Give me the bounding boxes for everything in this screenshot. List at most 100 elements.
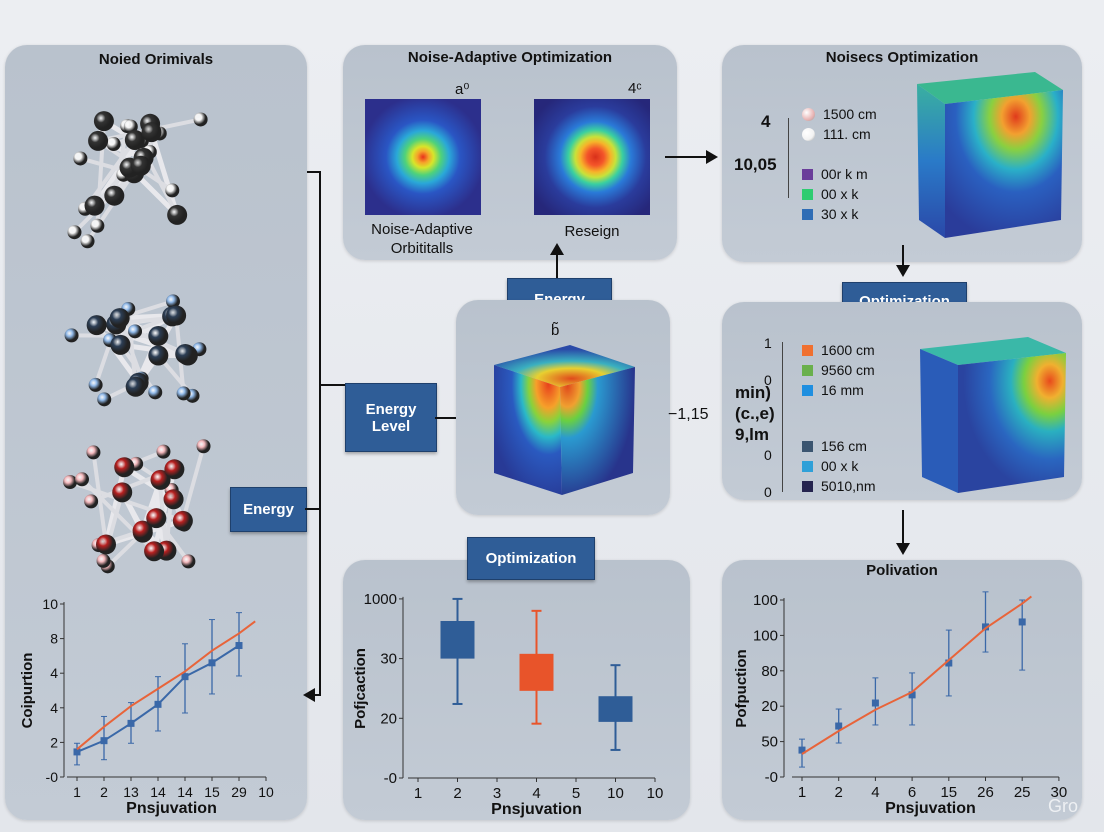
y-axis-label: Coipurtion bbox=[19, 653, 36, 729]
data-point bbox=[235, 642, 243, 650]
legend-item: 00 x k bbox=[802, 456, 875, 476]
y-tick-label: -0 bbox=[765, 769, 778, 786]
x-tick-label: 30 bbox=[1051, 784, 1068, 801]
color-swatch-icon bbox=[802, 344, 813, 356]
y-axis-label: Pofjcaction bbox=[352, 648, 369, 729]
axis-label-line: min) bbox=[735, 383, 771, 402]
panel-title: Noisecs Optimization bbox=[825, 49, 979, 66]
arrow-up-icon bbox=[550, 243, 564, 255]
axis-tick: 1 bbox=[764, 335, 772, 351]
heatmap-corner-label: a⁰ bbox=[455, 81, 470, 98]
connector-line bbox=[312, 694, 321, 696]
y-axis-label: Pofpuction bbox=[733, 649, 750, 727]
y-tick-label: 4 bbox=[50, 700, 58, 716]
x-tick-label: 2 bbox=[453, 785, 461, 802]
atom bbox=[93, 111, 114, 132]
data-point bbox=[1018, 618, 1026, 626]
atom bbox=[132, 520, 153, 541]
atom bbox=[150, 469, 171, 490]
color-swatch-icon bbox=[802, 480, 813, 492]
y-tick-label: 1000 bbox=[364, 591, 397, 608]
data-point bbox=[181, 673, 189, 681]
atom bbox=[73, 151, 88, 166]
legend-label: 00 x k bbox=[821, 458, 859, 474]
axis-label-line: 9,lm bbox=[735, 425, 770, 444]
color-swatch-icon bbox=[802, 460, 813, 472]
atom bbox=[163, 489, 184, 510]
heatmap-orbitals bbox=[365, 99, 481, 215]
arrow-left-icon bbox=[303, 688, 315, 702]
atom bbox=[88, 377, 103, 392]
axis-tick: 0 bbox=[764, 447, 772, 463]
chart-left-line: 1 2 13 14 14 15 29 10-0244810PnsjuvationCoipurt… bbox=[19, 596, 274, 817]
x-tick-label: 15 bbox=[940, 784, 957, 801]
y-tick-label: 30 bbox=[380, 651, 397, 668]
box-plot-panel bbox=[343, 560, 690, 820]
connector-line bbox=[902, 245, 904, 269]
connector-line bbox=[307, 171, 321, 173]
y-tick-label: 4 bbox=[50, 665, 58, 681]
legend-label: 30 x k bbox=[821, 206, 859, 222]
data-point bbox=[798, 746, 806, 754]
energy-cube bbox=[494, 345, 635, 495]
x-tick-label: 29 bbox=[231, 784, 247, 800]
data-point bbox=[100, 737, 108, 745]
color-swatch-icon bbox=[802, 364, 813, 376]
connector-line bbox=[902, 510, 904, 546]
cube-corner-label: b̃ bbox=[551, 322, 560, 339]
panel-title: Noied Orimivals bbox=[98, 51, 214, 68]
atom bbox=[86, 445, 101, 460]
atom bbox=[97, 392, 112, 407]
legend-item: 111. cm bbox=[802, 124, 877, 144]
legend-label: 9560 cm bbox=[821, 362, 875, 378]
connector-line bbox=[305, 508, 321, 510]
x-tick-label: 1 bbox=[798, 784, 806, 801]
x-tick-label: 2 bbox=[100, 784, 108, 800]
box bbox=[598, 696, 633, 722]
x-tick-label: 4 bbox=[532, 785, 540, 802]
arrow-down-icon bbox=[896, 543, 910, 555]
x-tick-label: 3 bbox=[493, 785, 501, 802]
axis-tick: 0 bbox=[764, 372, 772, 388]
atom bbox=[112, 482, 133, 503]
axis-label: min) (c.,e) 9,lm bbox=[735, 382, 775, 445]
box bbox=[519, 653, 554, 691]
x-tick-label: 10 bbox=[607, 785, 624, 802]
axis-line bbox=[782, 342, 783, 492]
legend-item: 1600 cm bbox=[802, 340, 875, 360]
legend-label: 156 cm bbox=[821, 438, 867, 454]
chart-box-plot: 1 2 3 4 5 10 10 -0 20 30 1000 Pnsjuvation Pofjcactio… bbox=[352, 591, 663, 818]
legend-item: 5010,nm bbox=[802, 476, 875, 496]
optimization-cube bbox=[920, 337, 1066, 493]
legend-label: 111. cm bbox=[823, 126, 871, 142]
legend-item: 16 mm bbox=[802, 380, 875, 400]
x-tick-label: 2 bbox=[835, 784, 843, 801]
legend-item: 156 cm bbox=[802, 436, 875, 456]
x-tick-label: 14 bbox=[177, 784, 193, 800]
heatmap-label: Noise-Adaptive Orbititalls bbox=[371, 221, 473, 257]
atom bbox=[63, 474, 78, 489]
chart-right-line: 1 2 4 6 15 26 25 30 -0 50 20 80 100 100 Pnsjuvation Pof… bbox=[733, 591, 1068, 817]
connector-line bbox=[556, 250, 558, 278]
atom bbox=[80, 234, 95, 249]
data-point bbox=[154, 700, 162, 708]
atom bbox=[124, 129, 145, 150]
energy-level-box: Energy Level bbox=[345, 383, 437, 452]
atom bbox=[172, 510, 193, 531]
legend-label: 5010,nm bbox=[821, 478, 876, 494]
legend-label: 1600 cm bbox=[821, 342, 875, 358]
atom bbox=[67, 225, 82, 240]
data-point bbox=[908, 691, 916, 699]
axis-label: 10,05 bbox=[734, 155, 777, 174]
atom bbox=[148, 385, 163, 400]
bond bbox=[149, 131, 180, 216]
molecule-blue bbox=[64, 294, 207, 407]
atom bbox=[96, 553, 111, 568]
noise-cube bbox=[917, 72, 1063, 238]
legend-top-right: 1500 cm 111. cm 00r k m 00 x k 30 x k bbox=[802, 104, 877, 224]
data-point bbox=[73, 748, 81, 756]
atom bbox=[148, 325, 169, 346]
atom bbox=[176, 386, 191, 401]
y-tick-label: -0 bbox=[46, 769, 59, 785]
x-tick-label: 14 bbox=[150, 784, 166, 800]
